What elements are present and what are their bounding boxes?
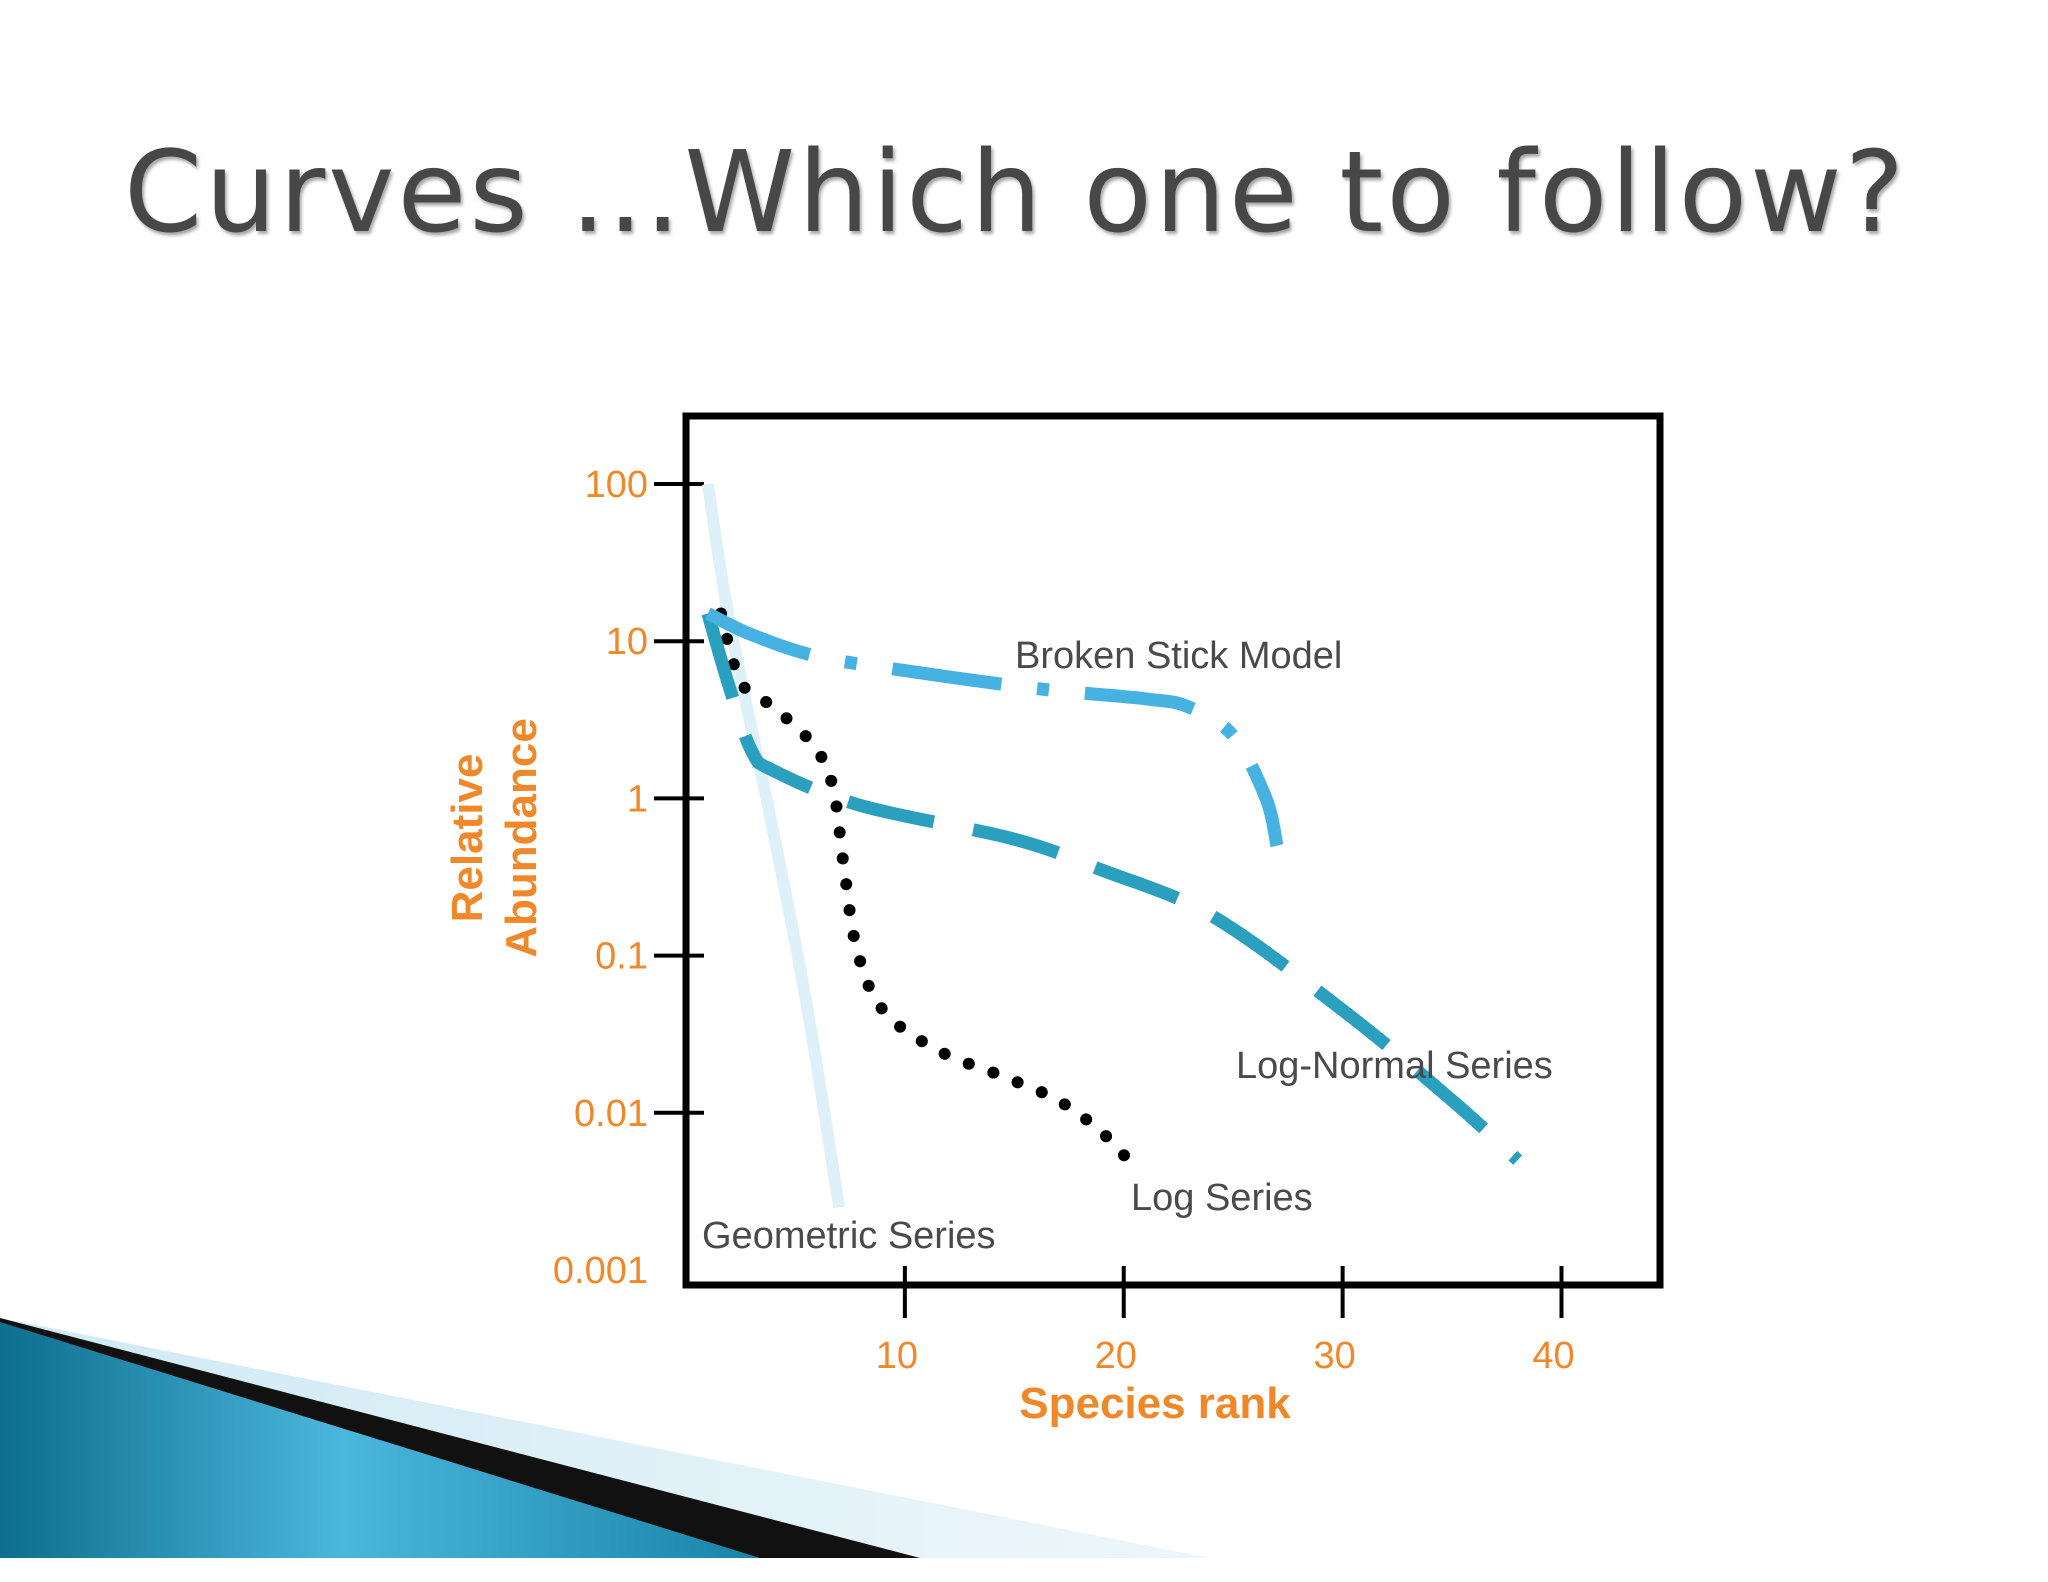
series-label-geometric: Geometric Series [702, 1215, 996, 1257]
y-tick-label: 0.01 [574, 1093, 648, 1135]
x-tick-label: 20 [1095, 1335, 1137, 1377]
x-axis: 10 20 30 40 [876, 1266, 1575, 1377]
y-tick-label: 0.001 [553, 1250, 648, 1292]
x-tick-label: 40 [1532, 1335, 1574, 1377]
series-label-log-series: Log Series [1131, 1177, 1313, 1219]
series-line-broken-stick-model [705, 607, 1284, 848]
series-label-log-normal: Log-Normal Series [1236, 1045, 1553, 1087]
slide-title: Curves …Which one to follow? [124, 128, 1908, 258]
y-axis: 100 10 1 0.1 0.01 0.001 [553, 464, 704, 1292]
x-axis-title: Species rank [1019, 1379, 1291, 1428]
y-axis-title-line-2: Abundance [497, 718, 546, 958]
y-tick-label: 100 [585, 464, 648, 506]
y-tick-label: 1 [627, 778, 648, 820]
y-tick-label: 10 [606, 621, 648, 663]
x-tick-label: 30 [1313, 1335, 1355, 1377]
series-line-log-normal-series [701, 611, 1523, 1165]
series-line-geometric-series [701, 483, 846, 1209]
y-axis-title-line-1: Relative [443, 754, 492, 923]
series-label-broken-stick: Broken Stick Model [1015, 635, 1342, 677]
series-lines [701, 483, 1523, 1209]
corner-decoration [0, 1318, 1210, 1558]
y-tick-label: 0.1 [595, 936, 648, 978]
x-tick-label: 10 [876, 1335, 918, 1377]
plot-frame [682, 412, 1664, 1289]
